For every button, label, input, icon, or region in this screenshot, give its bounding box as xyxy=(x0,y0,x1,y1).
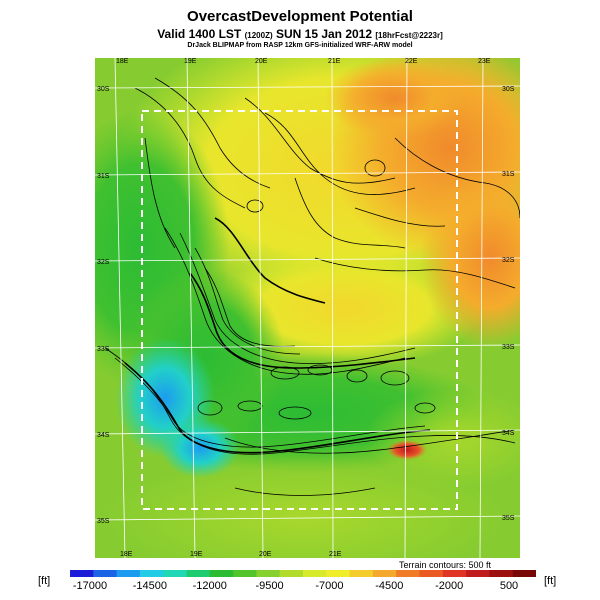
lat-label-left-6: 35S xyxy=(97,518,110,525)
colorbar-label: -2000 xyxy=(435,580,464,592)
graticule xyxy=(95,58,520,558)
colorbar-label: -14500 xyxy=(132,580,167,592)
valid-date: SUN 15 Jan 2012 xyxy=(275,27,373,41)
lat-label-right-6: 35S xyxy=(502,515,515,522)
lat-label-left-5: 34S xyxy=(97,432,110,439)
colorbar-swatch xyxy=(442,570,467,577)
terrain-contours-bold xyxy=(124,217,431,454)
colorbar-swatch xyxy=(372,570,397,577)
valid-time-line: Valid 1400 LST (1200Z) SUN 15 Jan 2012 [… xyxy=(0,27,600,41)
lon-label-top-4: 21E xyxy=(328,58,341,65)
colorbar-swatch xyxy=(279,570,304,577)
valid-utc: (1200Z) xyxy=(244,31,273,40)
lon-label-bottom-3: 20E xyxy=(259,551,272,558)
colorbar-label: -17000 xyxy=(72,580,108,592)
colorbar-swatch xyxy=(186,570,211,577)
colorbar-swatch xyxy=(349,570,374,577)
colorbar-swatch xyxy=(116,570,141,577)
field-cyan-coast xyxy=(160,418,240,478)
forecast-info: [18hrFcst@2223r] xyxy=(375,31,443,40)
colorbar-swatch xyxy=(256,570,281,577)
colorbar-swatch xyxy=(396,570,420,577)
lon-label-bottom-4: 21E xyxy=(329,551,342,558)
valid-prefix: Valid 1400 LST xyxy=(157,27,242,41)
colorbar-swatch xyxy=(70,570,94,577)
lon-label-top-2: 19E xyxy=(184,58,197,65)
lon-label-top-1: 18E xyxy=(116,58,129,65)
colorbar xyxy=(70,570,536,577)
colorbar-swatch xyxy=(233,570,257,577)
colorbar-swatch xyxy=(209,570,234,577)
colorbar-unit-right: [ft] xyxy=(544,575,557,587)
lon-label-top-5: 22E xyxy=(405,58,418,65)
lat-label-left-4: 33S xyxy=(97,346,110,353)
colorbar-swatch xyxy=(326,570,351,577)
colorbar-swatch xyxy=(512,570,536,577)
field-red-spot xyxy=(387,440,427,460)
colorbar-swatch xyxy=(163,570,187,577)
colorbar-label: -12000 xyxy=(192,580,227,592)
colorbar-label: -7000 xyxy=(315,580,344,592)
colorbar-swatch xyxy=(303,570,327,577)
field-orange-n xyxy=(325,58,465,138)
terrain-contours xyxy=(104,77,520,496)
colorbar-label: -9500 xyxy=(255,580,284,592)
lat-label-left-3: 32S xyxy=(97,259,110,266)
colorbar-swatch xyxy=(489,570,514,577)
colorbar-label: 500 xyxy=(499,580,519,592)
colorbar-unit-left: [ft] xyxy=(38,575,51,587)
chart-title: OvercastDevelopment Potential xyxy=(187,8,413,25)
lat-label-left-2: 31S xyxy=(97,173,110,180)
lat-label-right-2: 31S xyxy=(502,171,515,178)
lon-label-bottom-2: 19E xyxy=(190,551,203,558)
lat-label-right-4: 33S xyxy=(502,344,515,351)
colorbar-swatch xyxy=(93,570,118,577)
lat-label-right-1: 30S xyxy=(502,86,515,93)
lat-label-right-3: 32S xyxy=(502,257,515,264)
colorbar-swatch xyxy=(419,570,444,577)
inner-domain-box xyxy=(141,110,458,510)
forecast-map: 18E 19E 20E 21E 22E 23E 18E 19E 20E 21E … xyxy=(95,58,520,558)
model-credit: DrJack BLIPMAP from RASP 12km GFS-initia… xyxy=(187,42,413,49)
colorbar-swatch xyxy=(139,570,164,577)
colorbar-label: -4500 xyxy=(375,580,404,592)
lon-label-top-6: 23E xyxy=(478,58,491,65)
lat-label-right-5: 34S xyxy=(502,430,515,437)
lon-label-top-3: 20E xyxy=(255,58,268,65)
terrain-contours-note: Terrain contours: 500 ft xyxy=(399,560,492,570)
lat-label-left-1: 30S xyxy=(97,86,110,93)
lon-label-bottom-1: 18E xyxy=(120,551,133,558)
colorbar-swatch xyxy=(466,570,490,577)
